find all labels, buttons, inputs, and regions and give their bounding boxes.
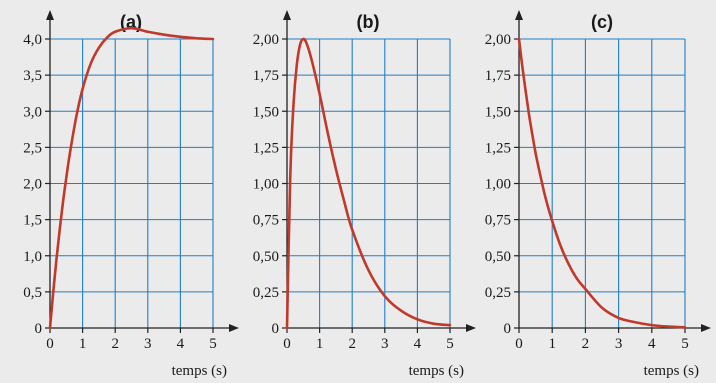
x-tick-label: 3 xyxy=(615,336,623,352)
y-tick-label: 2,0 xyxy=(23,177,42,193)
y-tick-label: 2,00 xyxy=(253,32,279,48)
x-tick-label: 5 xyxy=(681,336,689,352)
y-tick-label: 1,0 xyxy=(23,249,42,265)
chart-panel-a: 0 1 2 3 4 5 0 0,5 1,0 1,5 2,0 2,5 3,0 3,5 4,0 temps (s)… xyxy=(23,10,239,379)
x-tick-label: 4 xyxy=(414,336,422,352)
series-curve xyxy=(517,37,687,329)
y-tick-label: 0,75 xyxy=(485,213,511,229)
x-tick-label: 1 xyxy=(79,336,87,352)
x-tick-label: 2 xyxy=(582,336,590,352)
x-tick-label: 5 xyxy=(209,336,217,352)
y-tick-label: 0,50 xyxy=(485,249,511,265)
y-tick-label: 2,5 xyxy=(23,140,42,156)
x-tick-label: 4 xyxy=(648,336,656,352)
x-tick-label: 5 xyxy=(446,336,454,352)
x-axis-label: temps (s) xyxy=(409,363,464,379)
x-tick-label: 3 xyxy=(381,336,389,352)
x-axis-label: temps (s) xyxy=(172,363,227,379)
x-tick-label: 0 xyxy=(46,336,54,352)
x-tick-label: 2 xyxy=(111,336,119,352)
y-tick-label: 1,50 xyxy=(485,104,511,120)
x-tick-label: 4 xyxy=(177,336,185,352)
y-tick-label: 1,00 xyxy=(253,177,279,193)
y-tick-label: 1,25 xyxy=(253,140,279,156)
y-tick-label: 1,50 xyxy=(253,104,279,120)
y-tick-label: 0 xyxy=(35,321,43,337)
y-tick-label: 1,75 xyxy=(253,68,279,84)
y-tick-label: 0,25 xyxy=(485,285,511,301)
x-tick-label: 2 xyxy=(348,336,356,352)
x-tick-label: 0 xyxy=(515,336,523,352)
y-tick-label: 0,5 xyxy=(23,285,42,301)
chart-title: (c) xyxy=(591,12,613,32)
y-tick-label: 0 xyxy=(272,321,280,337)
x-tick-label: 1 xyxy=(316,336,324,352)
y-tick-label: 0,25 xyxy=(253,285,279,301)
y-tick-label: 3,0 xyxy=(23,104,42,120)
y-tick-label: 0,75 xyxy=(253,213,279,229)
y-tick-label: 1,00 xyxy=(485,177,511,193)
y-tick-label: 1,5 xyxy=(23,213,42,229)
x-tick-label: 1 xyxy=(548,336,556,352)
y-tick-label: 3,5 xyxy=(23,68,42,84)
y-tick-label: 2,00 xyxy=(485,32,511,48)
chart-panel-c: 0 1 2 3 4 5 0 0,25 0,50 0,75 1,00 1,25 1,50 1,75 2,00 t… xyxy=(485,10,711,379)
series-curve xyxy=(285,37,452,330)
y-axis-arrow xyxy=(515,10,523,20)
series-curve xyxy=(48,26,215,330)
y-tick-label: 1,75 xyxy=(485,68,511,84)
x-axis-arrow xyxy=(701,324,711,332)
chart-title: (b) xyxy=(357,12,380,32)
y-tick-label: 1,25 xyxy=(485,140,511,156)
x-tick-label: 0 xyxy=(283,336,291,352)
y-tick-label: 0,50 xyxy=(253,249,279,265)
x-axis-label: temps (s) xyxy=(644,363,699,379)
y-tick-label: 4,0 xyxy=(23,32,42,48)
x-axis-arrow xyxy=(466,324,476,332)
x-tick-label: 3 xyxy=(144,336,152,352)
chart-panel-b: 0 1 2 3 4 5 0 0,25 0,50 0,75 1,00 1,25 1,50 1,75 2,00 t… xyxy=(253,10,476,379)
x-axis-arrow xyxy=(229,324,239,332)
y-axis-arrow xyxy=(46,10,54,20)
y-axis-arrow xyxy=(283,10,291,20)
y-tick-label: 0 xyxy=(504,321,512,337)
chart-title: (a) xyxy=(120,12,142,32)
